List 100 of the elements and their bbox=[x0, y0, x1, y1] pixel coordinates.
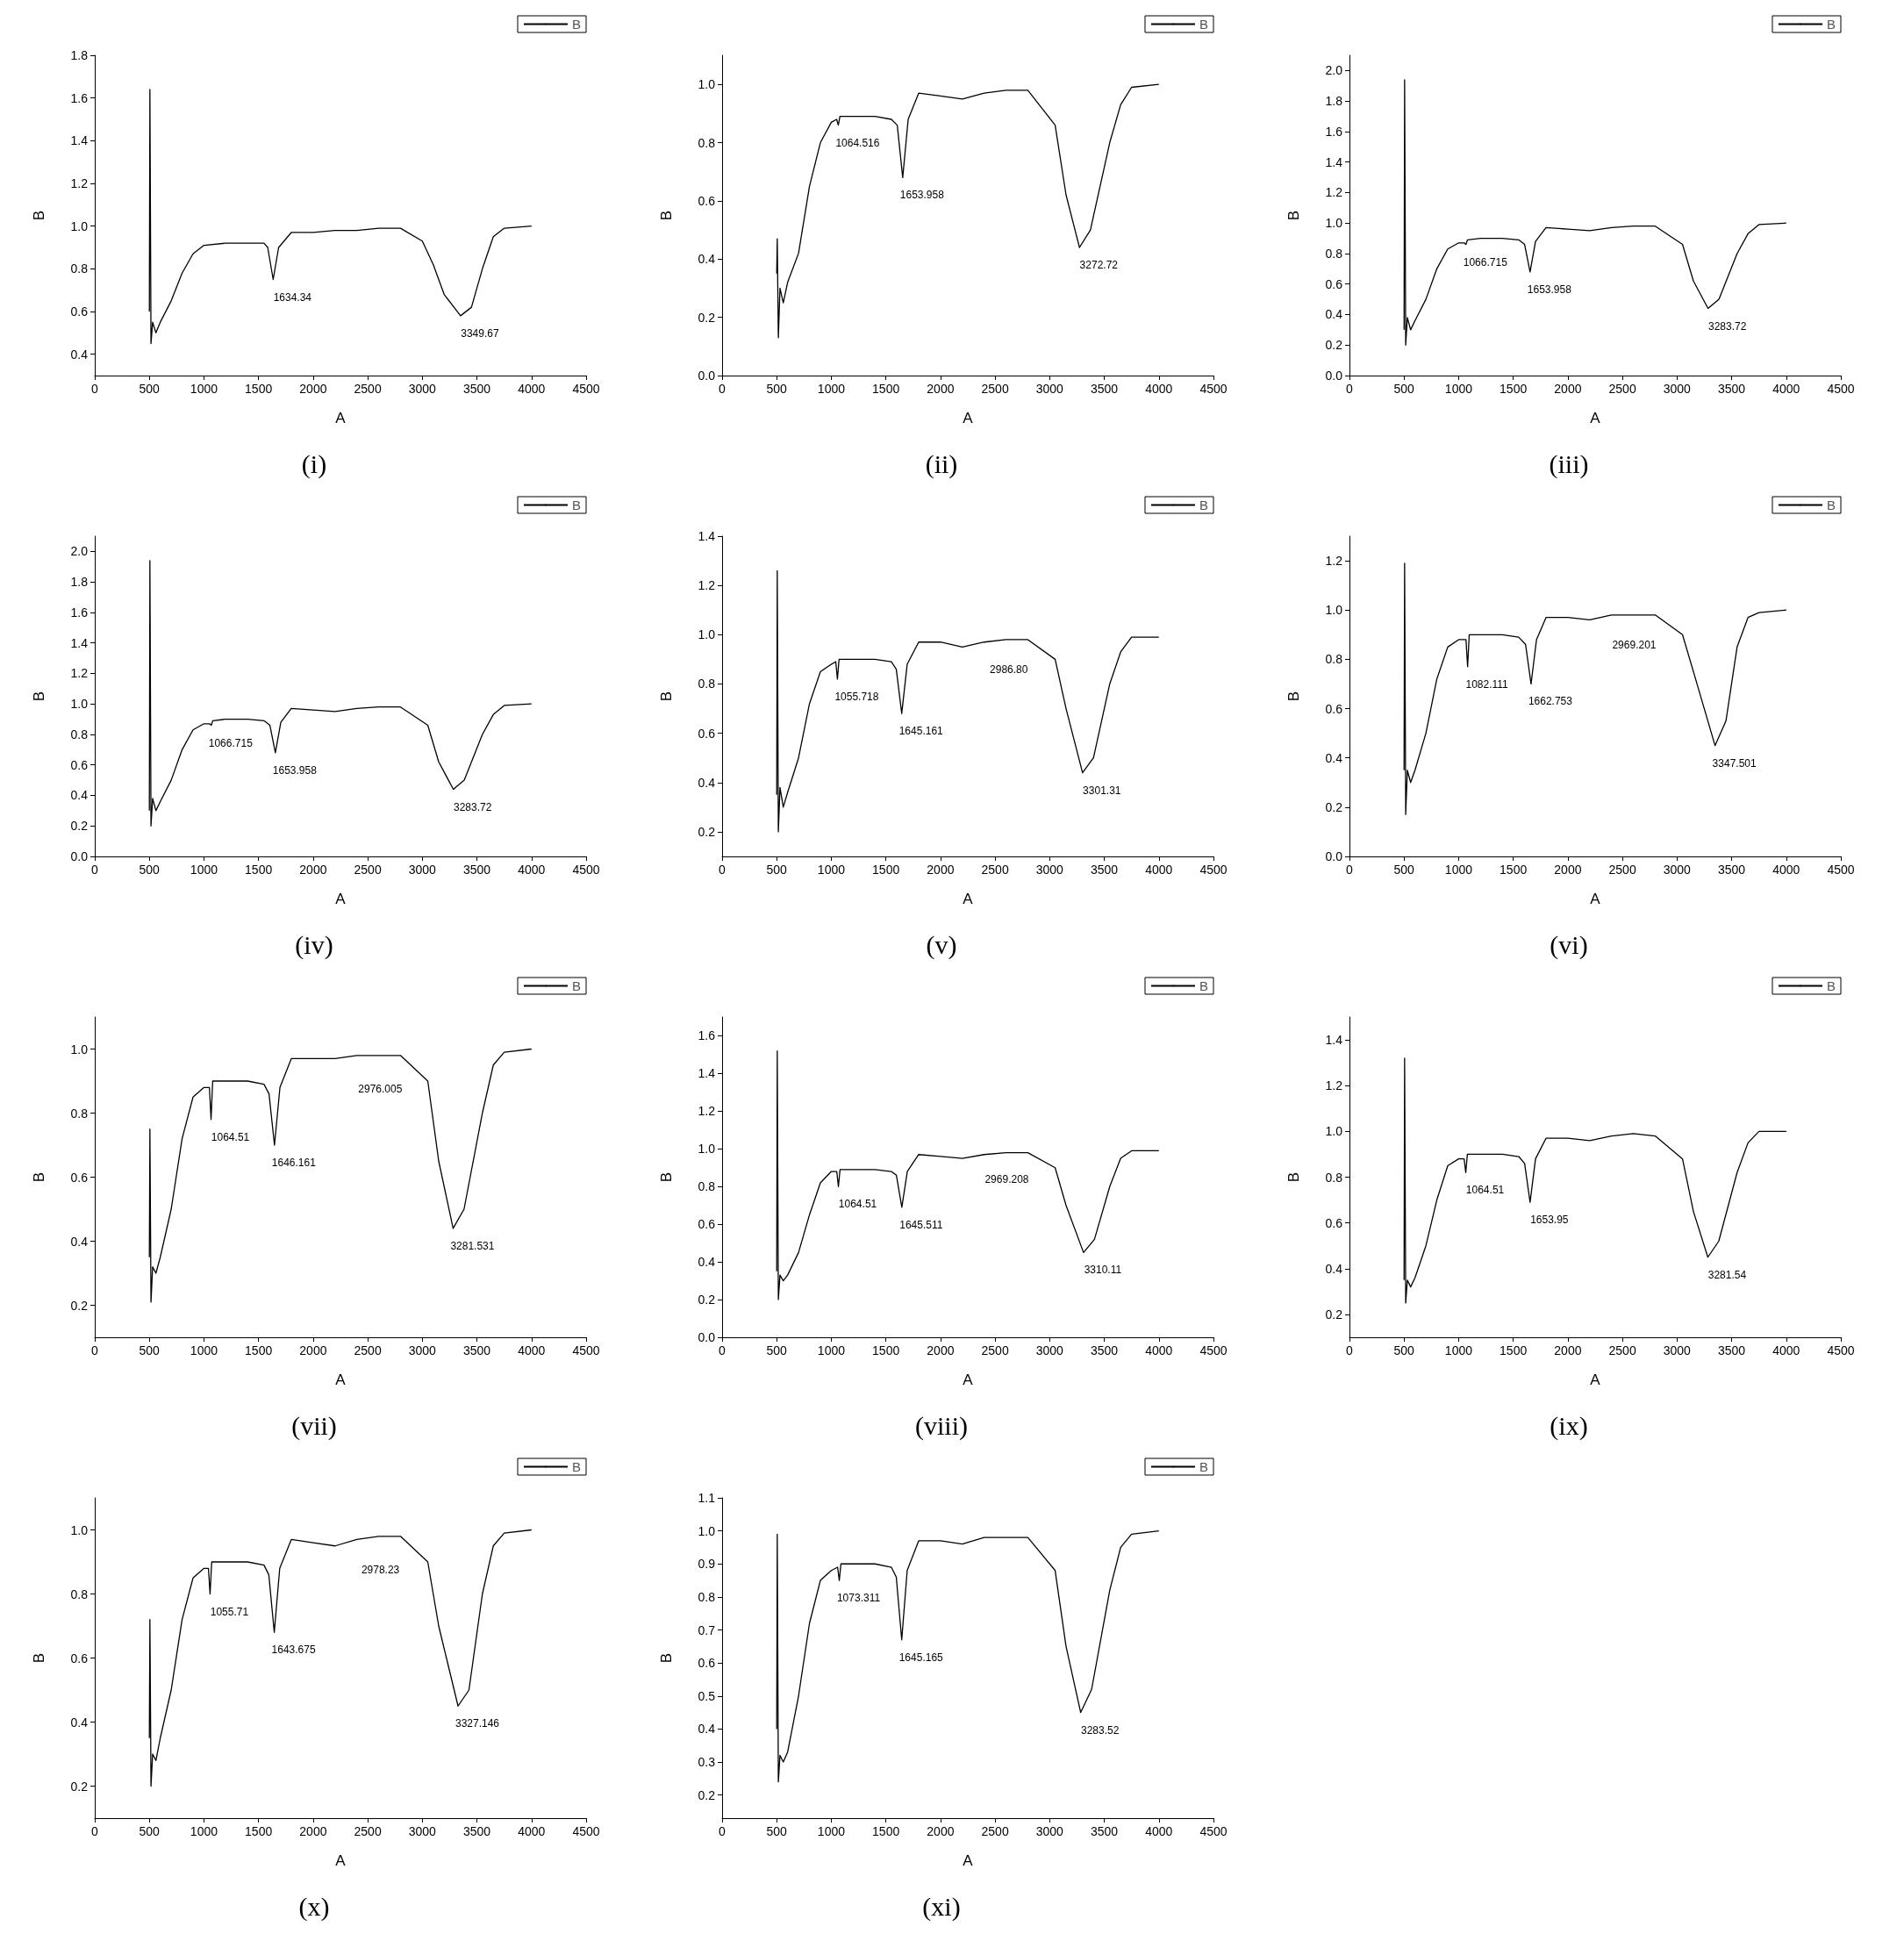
y-tick-label: 0.4 bbox=[70, 1234, 89, 1249]
x-tick-label: 1000 bbox=[190, 1343, 218, 1357]
x-tick-label: 3500 bbox=[1090, 863, 1119, 877]
x-tick-label: 3500 bbox=[1717, 382, 1746, 396]
x-tick-label: 500 bbox=[766, 382, 788, 396]
text: (vi) bbox=[1550, 929, 1588, 960]
y-tick-label: 0.2 bbox=[698, 1293, 716, 1307]
legend-label: B bbox=[572, 17, 582, 32]
annotation: 2976.005 bbox=[358, 1083, 403, 1096]
text: (xi) bbox=[922, 1891, 961, 1922]
x-tick-label: 2000 bbox=[299, 1824, 327, 1838]
x-tick-label: 3500 bbox=[1717, 1343, 1746, 1357]
y-tick-label: 0.2 bbox=[698, 824, 716, 839]
y-axis-title: B bbox=[658, 210, 675, 221]
x-tick-label: 500 bbox=[139, 382, 161, 396]
x-tick-label: 2000 bbox=[1554, 382, 1582, 396]
x-tick-label: 1000 bbox=[1444, 1343, 1473, 1357]
x-tick-label: 2000 bbox=[927, 382, 955, 396]
y-tick-label: 0.6 bbox=[1325, 1215, 1343, 1230]
annotation: 1653.95 bbox=[1530, 1214, 1569, 1227]
x-tick-label: 4000 bbox=[518, 863, 546, 877]
x-tick-label: 500 bbox=[139, 863, 161, 877]
x-tick-label: 1500 bbox=[245, 863, 273, 877]
x-tick-label: 0 bbox=[719, 1824, 727, 1838]
annotation: 3283.52 bbox=[1080, 1723, 1120, 1737]
x-tick-label: 4000 bbox=[1145, 382, 1173, 396]
x-tick-label: 3500 bbox=[1090, 1824, 1119, 1838]
x-tick-label: 0 bbox=[719, 863, 727, 877]
y-tick-label: 0.6 bbox=[698, 1656, 716, 1671]
annotation: 1662.753 bbox=[1528, 695, 1573, 708]
x-tick-label: 4000 bbox=[518, 1343, 546, 1357]
x-tick-label: 500 bbox=[1393, 1343, 1415, 1357]
x-tick-label: 0 bbox=[91, 382, 99, 396]
x-tick-label: 3000 bbox=[1663, 1343, 1692, 1357]
text: (i) bbox=[301, 448, 327, 479]
x-tick-label: 1000 bbox=[190, 863, 218, 877]
legend-label: B bbox=[1827, 498, 1836, 512]
legend-label: B bbox=[572, 498, 582, 512]
x-tick-label: 2000 bbox=[1554, 1343, 1582, 1357]
y-axis-title: B bbox=[31, 210, 47, 221]
x-tick-label: 500 bbox=[139, 1824, 161, 1838]
line-series bbox=[148, 1048, 533, 1303]
y-tick-label: 0.2 bbox=[70, 1779, 89, 1794]
y-tick-label: 0.2 bbox=[698, 1787, 716, 1802]
y-tick-label: 0.2 bbox=[70, 1298, 89, 1313]
annotation: 3281.54 bbox=[1707, 1268, 1747, 1281]
x-tick-label: 2500 bbox=[1608, 1343, 1636, 1357]
legend-label: B bbox=[572, 1459, 582, 1474]
y-axis-title: B bbox=[31, 1171, 47, 1183]
y-tick-label: 2.0 bbox=[70, 544, 89, 559]
y-tick-label: 1.6 bbox=[698, 1028, 716, 1043]
legend-label: B bbox=[572, 978, 582, 993]
annotation: 3327.146 bbox=[455, 1717, 500, 1730]
annotation: 1645.161 bbox=[898, 725, 944, 738]
y-tick-label: 1.0 bbox=[1325, 1124, 1343, 1139]
x-tick-label: 0 bbox=[719, 1343, 727, 1357]
x-tick-label: 3000 bbox=[1035, 1343, 1064, 1357]
annotation: 2969.201 bbox=[1612, 638, 1657, 651]
x-tick-label: 4500 bbox=[1827, 1343, 1855, 1357]
x-tick-label: 500 bbox=[1393, 863, 1415, 877]
x-tick-label: 4000 bbox=[518, 1824, 546, 1838]
x-tick-label: 4000 bbox=[1772, 382, 1800, 396]
text: (iii) bbox=[1549, 448, 1589, 479]
x-tick-label: 0 bbox=[91, 863, 99, 877]
annotation: 1653.958 bbox=[272, 763, 318, 777]
annotation: 1064.51 bbox=[211, 1130, 250, 1143]
x-tick-label: 2500 bbox=[981, 1824, 1009, 1838]
y-tick-label: 1.1 bbox=[698, 1491, 716, 1505]
y-tick-label: 0.9 bbox=[698, 1557, 716, 1572]
annotation: 3349.67 bbox=[461, 326, 499, 340]
y-tick-label: 1.0 bbox=[698, 77, 716, 92]
x-tick-label: 0 bbox=[1346, 1343, 1354, 1357]
x-axis-title: A bbox=[335, 410, 347, 426]
y-tick-label: 1.2 bbox=[70, 666, 89, 681]
annotation: 2978.23 bbox=[361, 1564, 400, 1577]
x-tick-label: 4000 bbox=[1772, 1343, 1800, 1357]
y-tick-label: 0.6 bbox=[70, 304, 89, 319]
y-tick-label: 0.8 bbox=[70, 727, 89, 741]
y-tick-label: 0.4 bbox=[1325, 750, 1343, 765]
y-axis-title: B bbox=[31, 1652, 47, 1664]
text: (iv) bbox=[295, 929, 333, 960]
y-tick-label: 0.8 bbox=[70, 1586, 89, 1601]
x-tick-label: 0 bbox=[1346, 382, 1354, 396]
x-tick-label: 4500 bbox=[1199, 1343, 1228, 1357]
y-tick-label: 1.2 bbox=[698, 1104, 716, 1119]
y-tick-label: 1.4 bbox=[70, 133, 89, 148]
text: (ix) bbox=[1550, 1410, 1588, 1441]
y-tick-label: 0.6 bbox=[1325, 276, 1343, 291]
y-axis-title: B bbox=[658, 1652, 675, 1664]
x-tick-label: 2000 bbox=[299, 1343, 327, 1357]
annotation: 3281.531 bbox=[450, 1239, 495, 1252]
y-tick-label: 0.6 bbox=[698, 1217, 716, 1232]
x-tick-label: 4000 bbox=[1145, 1824, 1173, 1838]
y-axis-title: B bbox=[658, 1171, 675, 1183]
x-tick-label: 3000 bbox=[1035, 863, 1064, 877]
y-tick-label: 0.4 bbox=[70, 1715, 89, 1730]
y-tick-label: 0.2 bbox=[70, 819, 89, 834]
x-tick-label: 3500 bbox=[462, 863, 491, 877]
x-tick-label: 0 bbox=[91, 1343, 99, 1357]
x-tick-label: 3000 bbox=[408, 382, 437, 396]
